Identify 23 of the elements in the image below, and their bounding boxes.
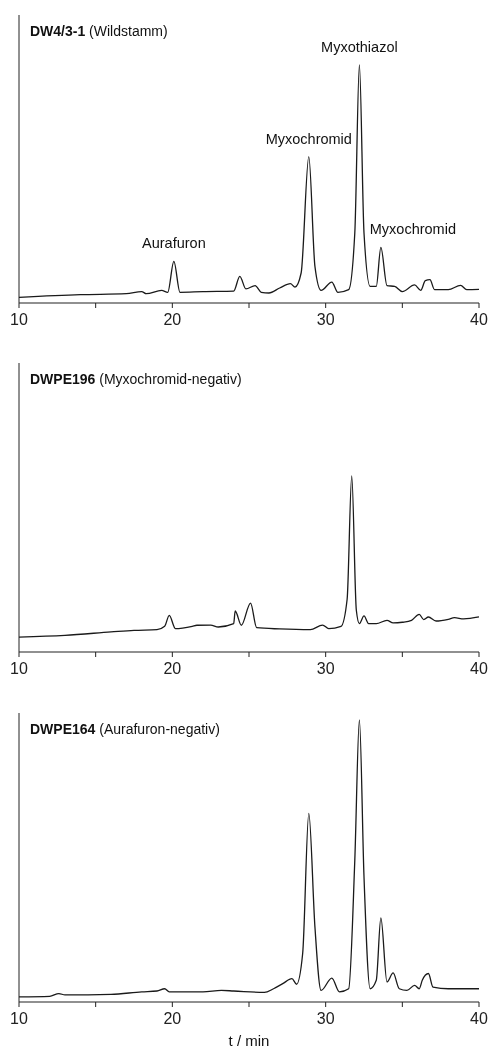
x-tick-label: 40 <box>470 1010 488 1027</box>
x-tick-label: 20 <box>163 1010 182 1027</box>
x-tick-label: 40 <box>470 660 488 677</box>
x-tick-label: 10 <box>10 660 28 677</box>
x-tick-label: 20 <box>163 311 182 328</box>
chart-subtitle: (Aurafuron-negativ) <box>95 721 220 737</box>
annotation: Myxochromid <box>265 130 352 147</box>
x-tick-label: 20 <box>163 660 182 677</box>
x-tick-label: 10 <box>10 1010 28 1027</box>
x-tick-label: 10 <box>10 311 28 328</box>
x-axis-title: t / min <box>228 1032 270 1049</box>
annotation: Myxochromid <box>369 221 456 238</box>
chart-title: DW4/3-1 <box>30 23 86 39</box>
annotation: Myxothiazol <box>321 39 398 55</box>
chart-title: DWPE196 <box>30 371 96 387</box>
x-tick-label: 30 <box>316 660 335 677</box>
chart-title: DWPE164 <box>30 721 96 737</box>
x-tick-label: 30 <box>316 311 335 328</box>
x-tick-label: 30 <box>316 1010 335 1027</box>
chart-subtitle: (Wildstamm) <box>85 23 168 39</box>
chart-subtitle: (Myxochromid-negativ) <box>95 371 242 387</box>
x-tick-label: 40 <box>470 311 488 328</box>
annotation: Aurafuron <box>142 235 206 252</box>
